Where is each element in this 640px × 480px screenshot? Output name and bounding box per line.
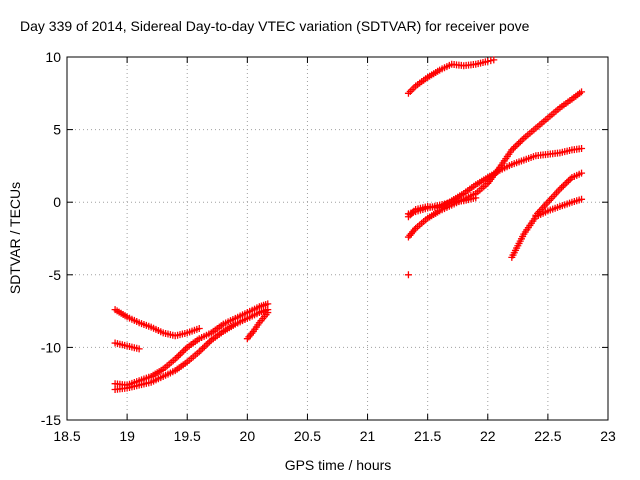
data-point (513, 141, 521, 149)
data-point (176, 350, 184, 358)
data-point (564, 177, 572, 185)
data-point (173, 353, 181, 361)
data-point (515, 139, 523, 147)
data-point (578, 195, 586, 203)
data-point (180, 347, 188, 355)
data-points (111, 56, 586, 394)
data-point (558, 183, 566, 191)
data-point (264, 309, 272, 317)
y-tick-label: 0 (53, 194, 61, 210)
x-tick-label: 18.5 (53, 428, 80, 444)
y-tick-label: -5 (49, 267, 62, 283)
plot-frame (66, 56, 609, 421)
x-tick-label: 20.5 (294, 428, 321, 444)
data-point (206, 338, 214, 346)
data-point (200, 343, 208, 351)
series-arc-e (243, 309, 272, 343)
series-arc-j (404, 271, 412, 279)
series-arc-i (404, 194, 480, 218)
x-tick-label: 19 (119, 428, 135, 444)
data-point (204, 339, 212, 347)
data-point (182, 345, 190, 353)
data-point (487, 57, 495, 65)
series-arc-d (111, 306, 272, 394)
x-tick-label: 22 (480, 428, 496, 444)
x-tick-label: 20 (240, 428, 256, 444)
data-point (199, 344, 207, 352)
x-tick-label: 23 (600, 428, 616, 444)
data-point (559, 182, 567, 190)
data-point (472, 194, 480, 202)
x-tick-label: 19.5 (174, 428, 201, 444)
data-point (578, 88, 586, 96)
data-point (578, 169, 586, 177)
y-axis-label: SDTVAR / TECUs (7, 182, 23, 294)
data-point (511, 143, 519, 151)
data-point (178, 348, 186, 356)
data-point (518, 136, 526, 144)
chart-title: Day 339 of 2014, Sidereal Day-to-day VTE… (20, 18, 530, 34)
data-point (404, 271, 412, 279)
y-tick-label: 10 (45, 49, 61, 65)
data-point (135, 345, 143, 353)
data-point (516, 138, 524, 146)
x-tick-label: 21.5 (414, 428, 441, 444)
y-tick-label: -10 (41, 339, 61, 355)
series-arc-a (111, 306, 203, 340)
series-arc-l (532, 169, 586, 219)
data-point (578, 144, 586, 152)
axis-ticks: 18.5 19 19.5 20 20.5 21 21.5 22 22.5 23 -15 -10 -5 0 5… (41, 49, 616, 444)
data-point (561, 180, 569, 188)
y-tick-label: -15 (41, 412, 61, 428)
data-point (195, 325, 203, 333)
series-arc-c (111, 300, 272, 389)
data-point (563, 178, 571, 186)
y-tick-label: 5 (53, 122, 61, 138)
data-point (490, 56, 498, 64)
x-axis-label: GPS time / hours (285, 457, 392, 473)
series-arc-h (404, 88, 586, 241)
x-tick-label: 21 (360, 428, 376, 444)
grid-lines (67, 57, 608, 420)
series-arc-f (404, 56, 498, 97)
series-arc-b (111, 339, 143, 353)
data-point (484, 57, 492, 65)
data-point (175, 352, 183, 360)
data-point (510, 144, 518, 152)
x-tick-label: 22.5 (534, 428, 561, 444)
